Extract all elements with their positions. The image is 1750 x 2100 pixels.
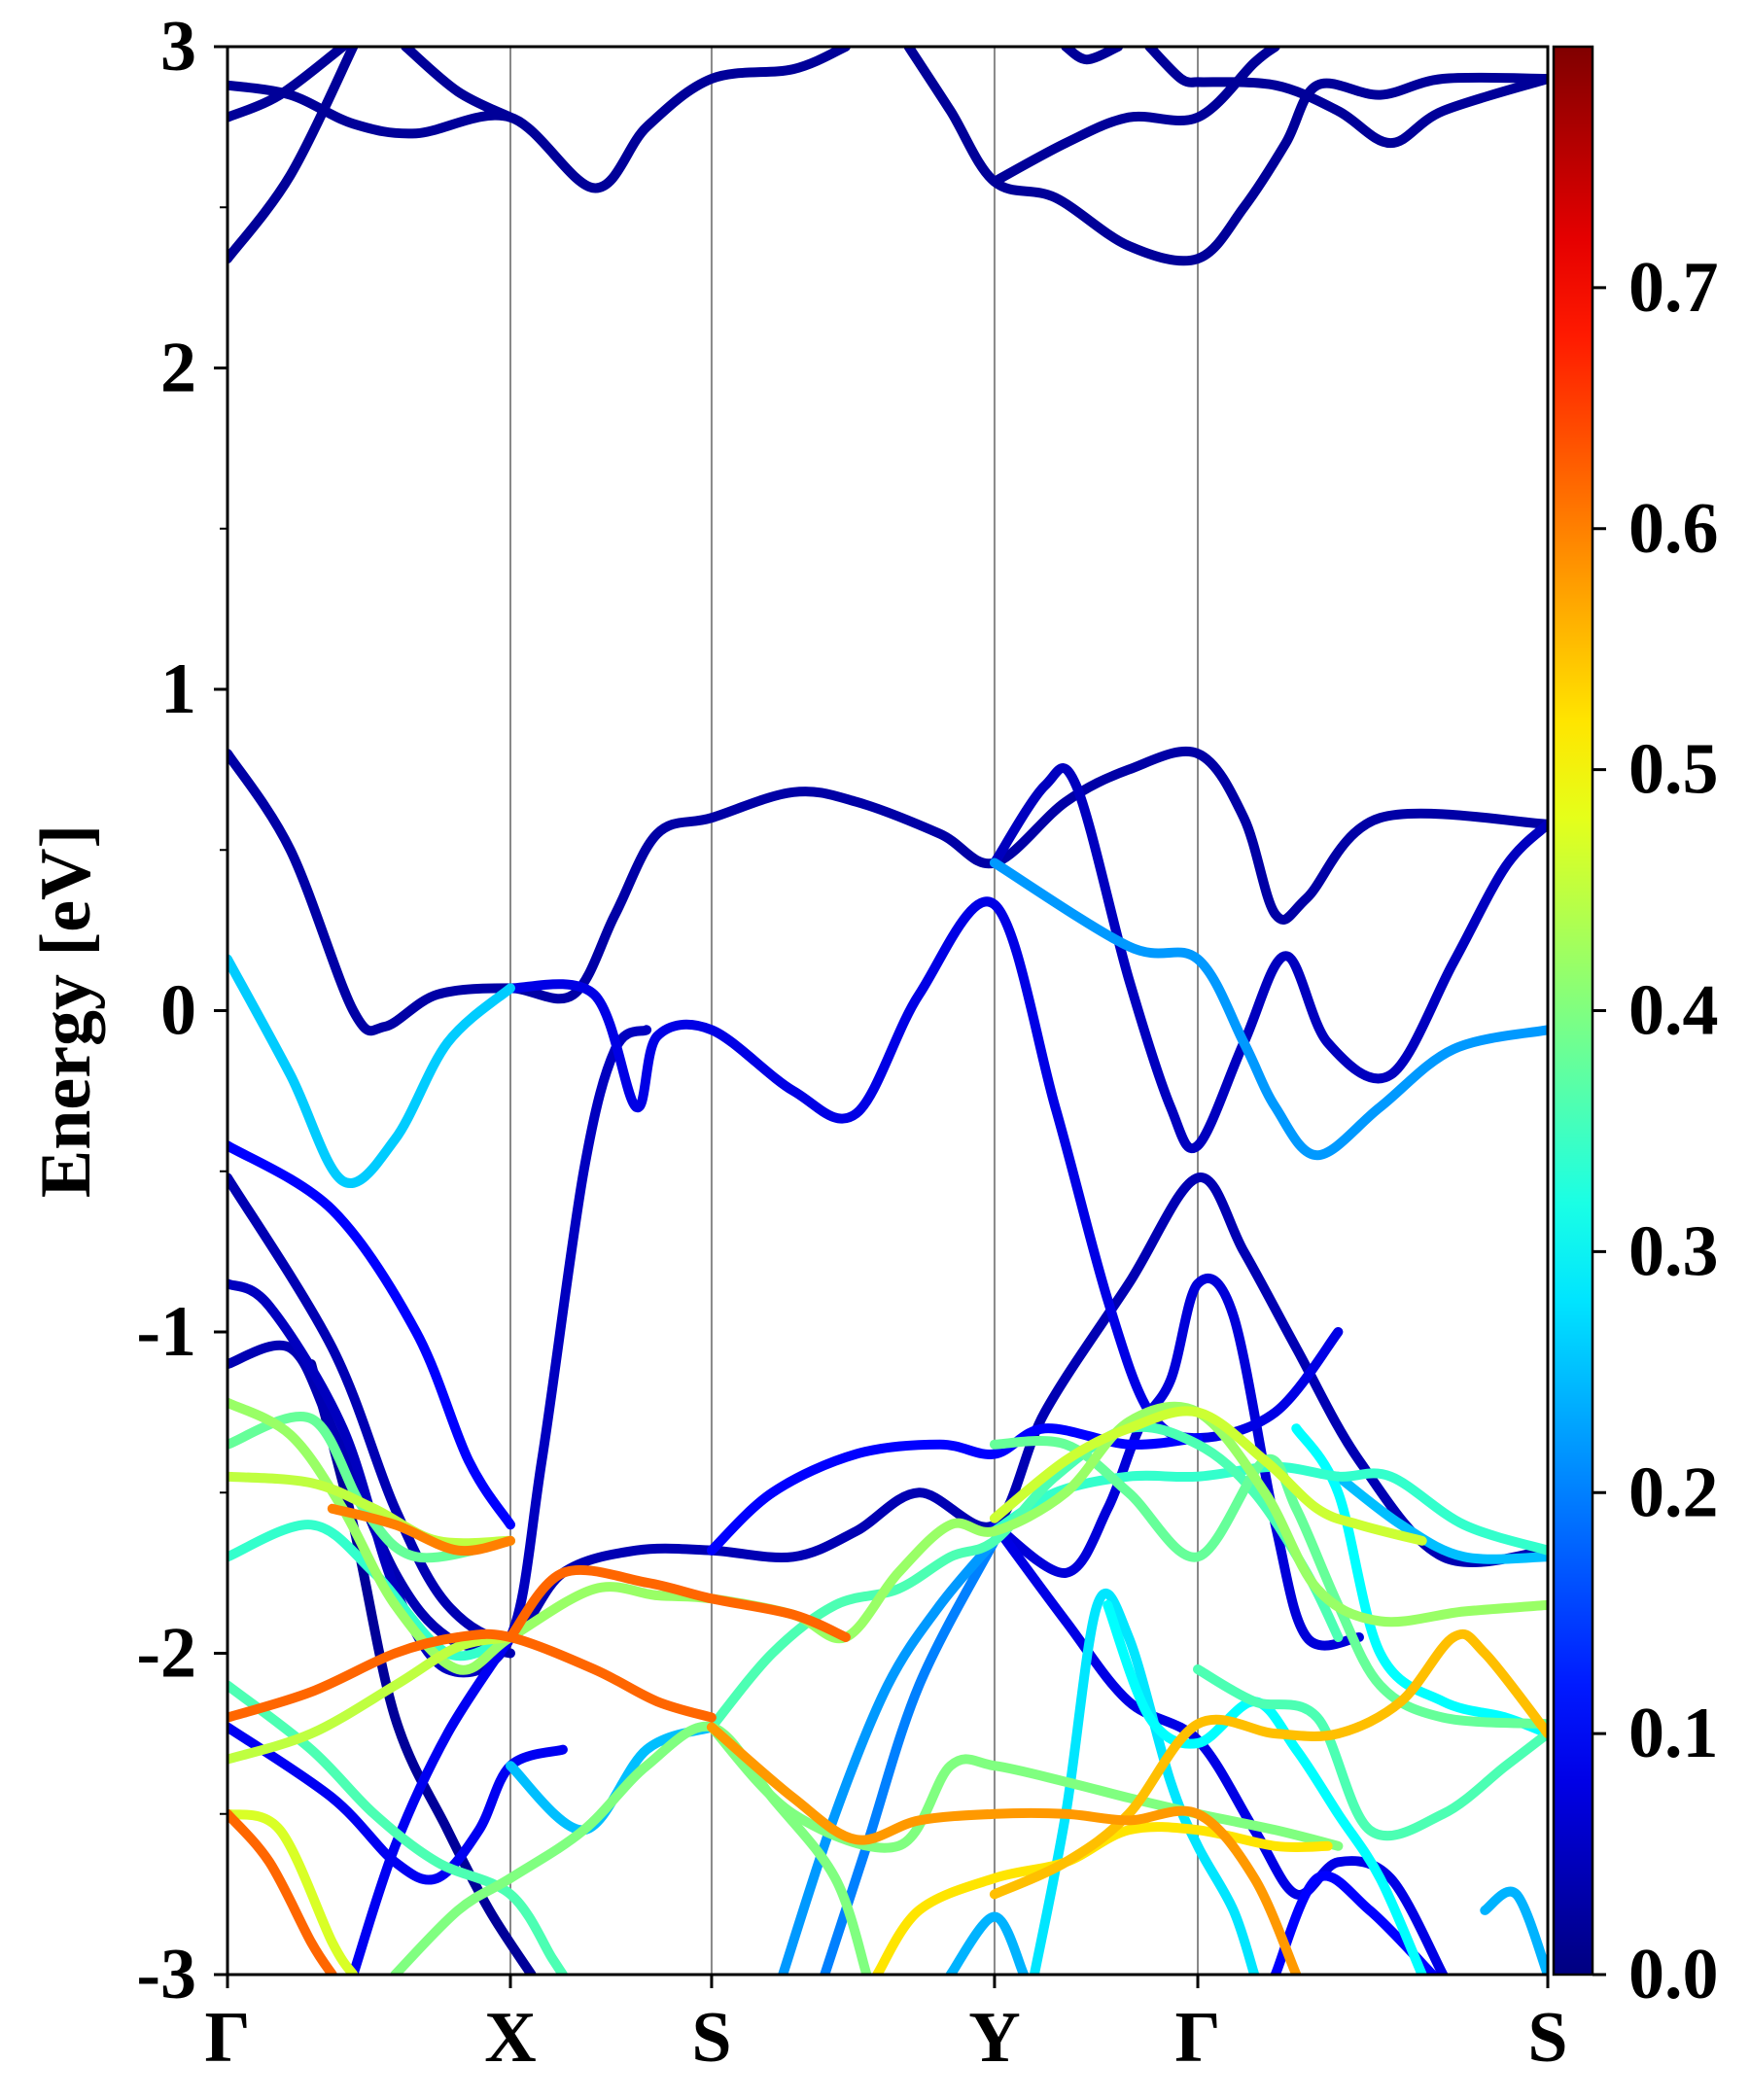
band-g9	[228, 1680, 568, 1975]
band-g4	[327, 1503, 515, 1557]
y-tick-label: 3	[160, 7, 196, 87]
band-g10	[228, 1808, 359, 1975]
band-cb-7	[1193, 74, 1548, 149]
band-g28	[820, 1535, 999, 1975]
y-tick-label: 0	[160, 971, 196, 1051]
band-cb-3	[228, 47, 851, 193]
x-tick-label: Γ	[204, 1998, 250, 2078]
band-b13	[989, 1273, 1364, 1651]
band-g16	[706, 1722, 1302, 1975]
band-b11	[306, 1359, 537, 1975]
band-g11	[228, 1808, 337, 1975]
x-tick-label: Y	[968, 1998, 1020, 2078]
y-tick-label: -1	[136, 1292, 196, 1372]
y-tick-label: -2	[136, 1614, 196, 1694]
band-cb-8	[1061, 47, 1124, 65]
y-axis: 3 2 1 0 -1 -2 -3	[136, 7, 228, 2014]
band-g20	[989, 1628, 1548, 1900]
kpoint-grid-lines	[509, 47, 1200, 1975]
band-b2	[228, 954, 515, 1188]
band-g23	[1102, 1599, 1427, 1975]
band-b1	[228, 746, 1548, 1036]
band-b4	[989, 858, 1548, 1161]
band-b8	[706, 1423, 1203, 1556]
band-b12	[989, 1520, 1449, 1975]
colorbar	[1552, 45, 1594, 1977]
band-lines	[228, 47, 1548, 1975]
colorbar-tick-label: 0.5	[1628, 730, 1719, 810]
colorbar-tick-label: 0.4	[1628, 971, 1719, 1051]
x-tick-label: X	[484, 1998, 536, 2078]
band-cb-6	[989, 47, 1280, 187]
band-b7	[228, 1172, 1548, 1644]
colorbar-tick-label: 0.0	[1628, 1935, 1719, 2014]
colorbar-tick-label: 0.7	[1628, 248, 1719, 328]
y-axis-label: Energy [eV]	[26, 824, 106, 1198]
band-cb-5	[903, 47, 1548, 266]
band-b14	[348, 1632, 515, 1975]
band-b6	[228, 1140, 515, 1530]
band-g14	[706, 1421, 1344, 1732]
y-tick-label: -3	[136, 1935, 196, 2014]
band-g26	[1291, 1423, 1548, 1739]
band-g13	[506, 1722, 717, 1836]
band-g8	[228, 1632, 515, 1765]
band-g22	[1193, 1664, 1548, 1841]
band-cb-9	[1144, 47, 1203, 88]
band-g5	[506, 1564, 851, 1642]
x-tick-label: Γ	[1174, 1998, 1220, 2078]
band-g27	[778, 1535, 999, 1975]
x-tick-label: S	[1527, 1998, 1567, 2078]
band-g29	[945, 1911, 1030, 1975]
colorbar-tick-label: 0.3	[1628, 1211, 1719, 1291]
band-g12	[390, 1721, 872, 1975]
band-g7	[228, 1628, 717, 1723]
band-g1	[228, 1397, 1548, 1675]
band-g30	[1480, 1886, 1548, 1975]
band-cb-4	[401, 47, 515, 122]
band-g3	[228, 1471, 515, 1549]
colorbar-tick-label: 0.6	[1628, 489, 1719, 569]
colorbar-tick-label: 0.2	[1628, 1452, 1719, 1532]
y-tick-label: 2	[160, 329, 196, 408]
y-tick-label: 1	[160, 649, 196, 729]
band-g15	[706, 1722, 1344, 1853]
colorbar-tick-label: 0.1	[1628, 1694, 1719, 1773]
band-g19	[989, 1406, 1427, 1546]
band-g25	[1333, 1471, 1548, 1564]
x-tick-label: S	[691, 1998, 731, 2078]
band-cb-1	[228, 47, 359, 264]
colorbar-axis: 0.0 0.1 0.2 0.3 0.4 0.5 0.6 0.7	[1592, 248, 1719, 2014]
